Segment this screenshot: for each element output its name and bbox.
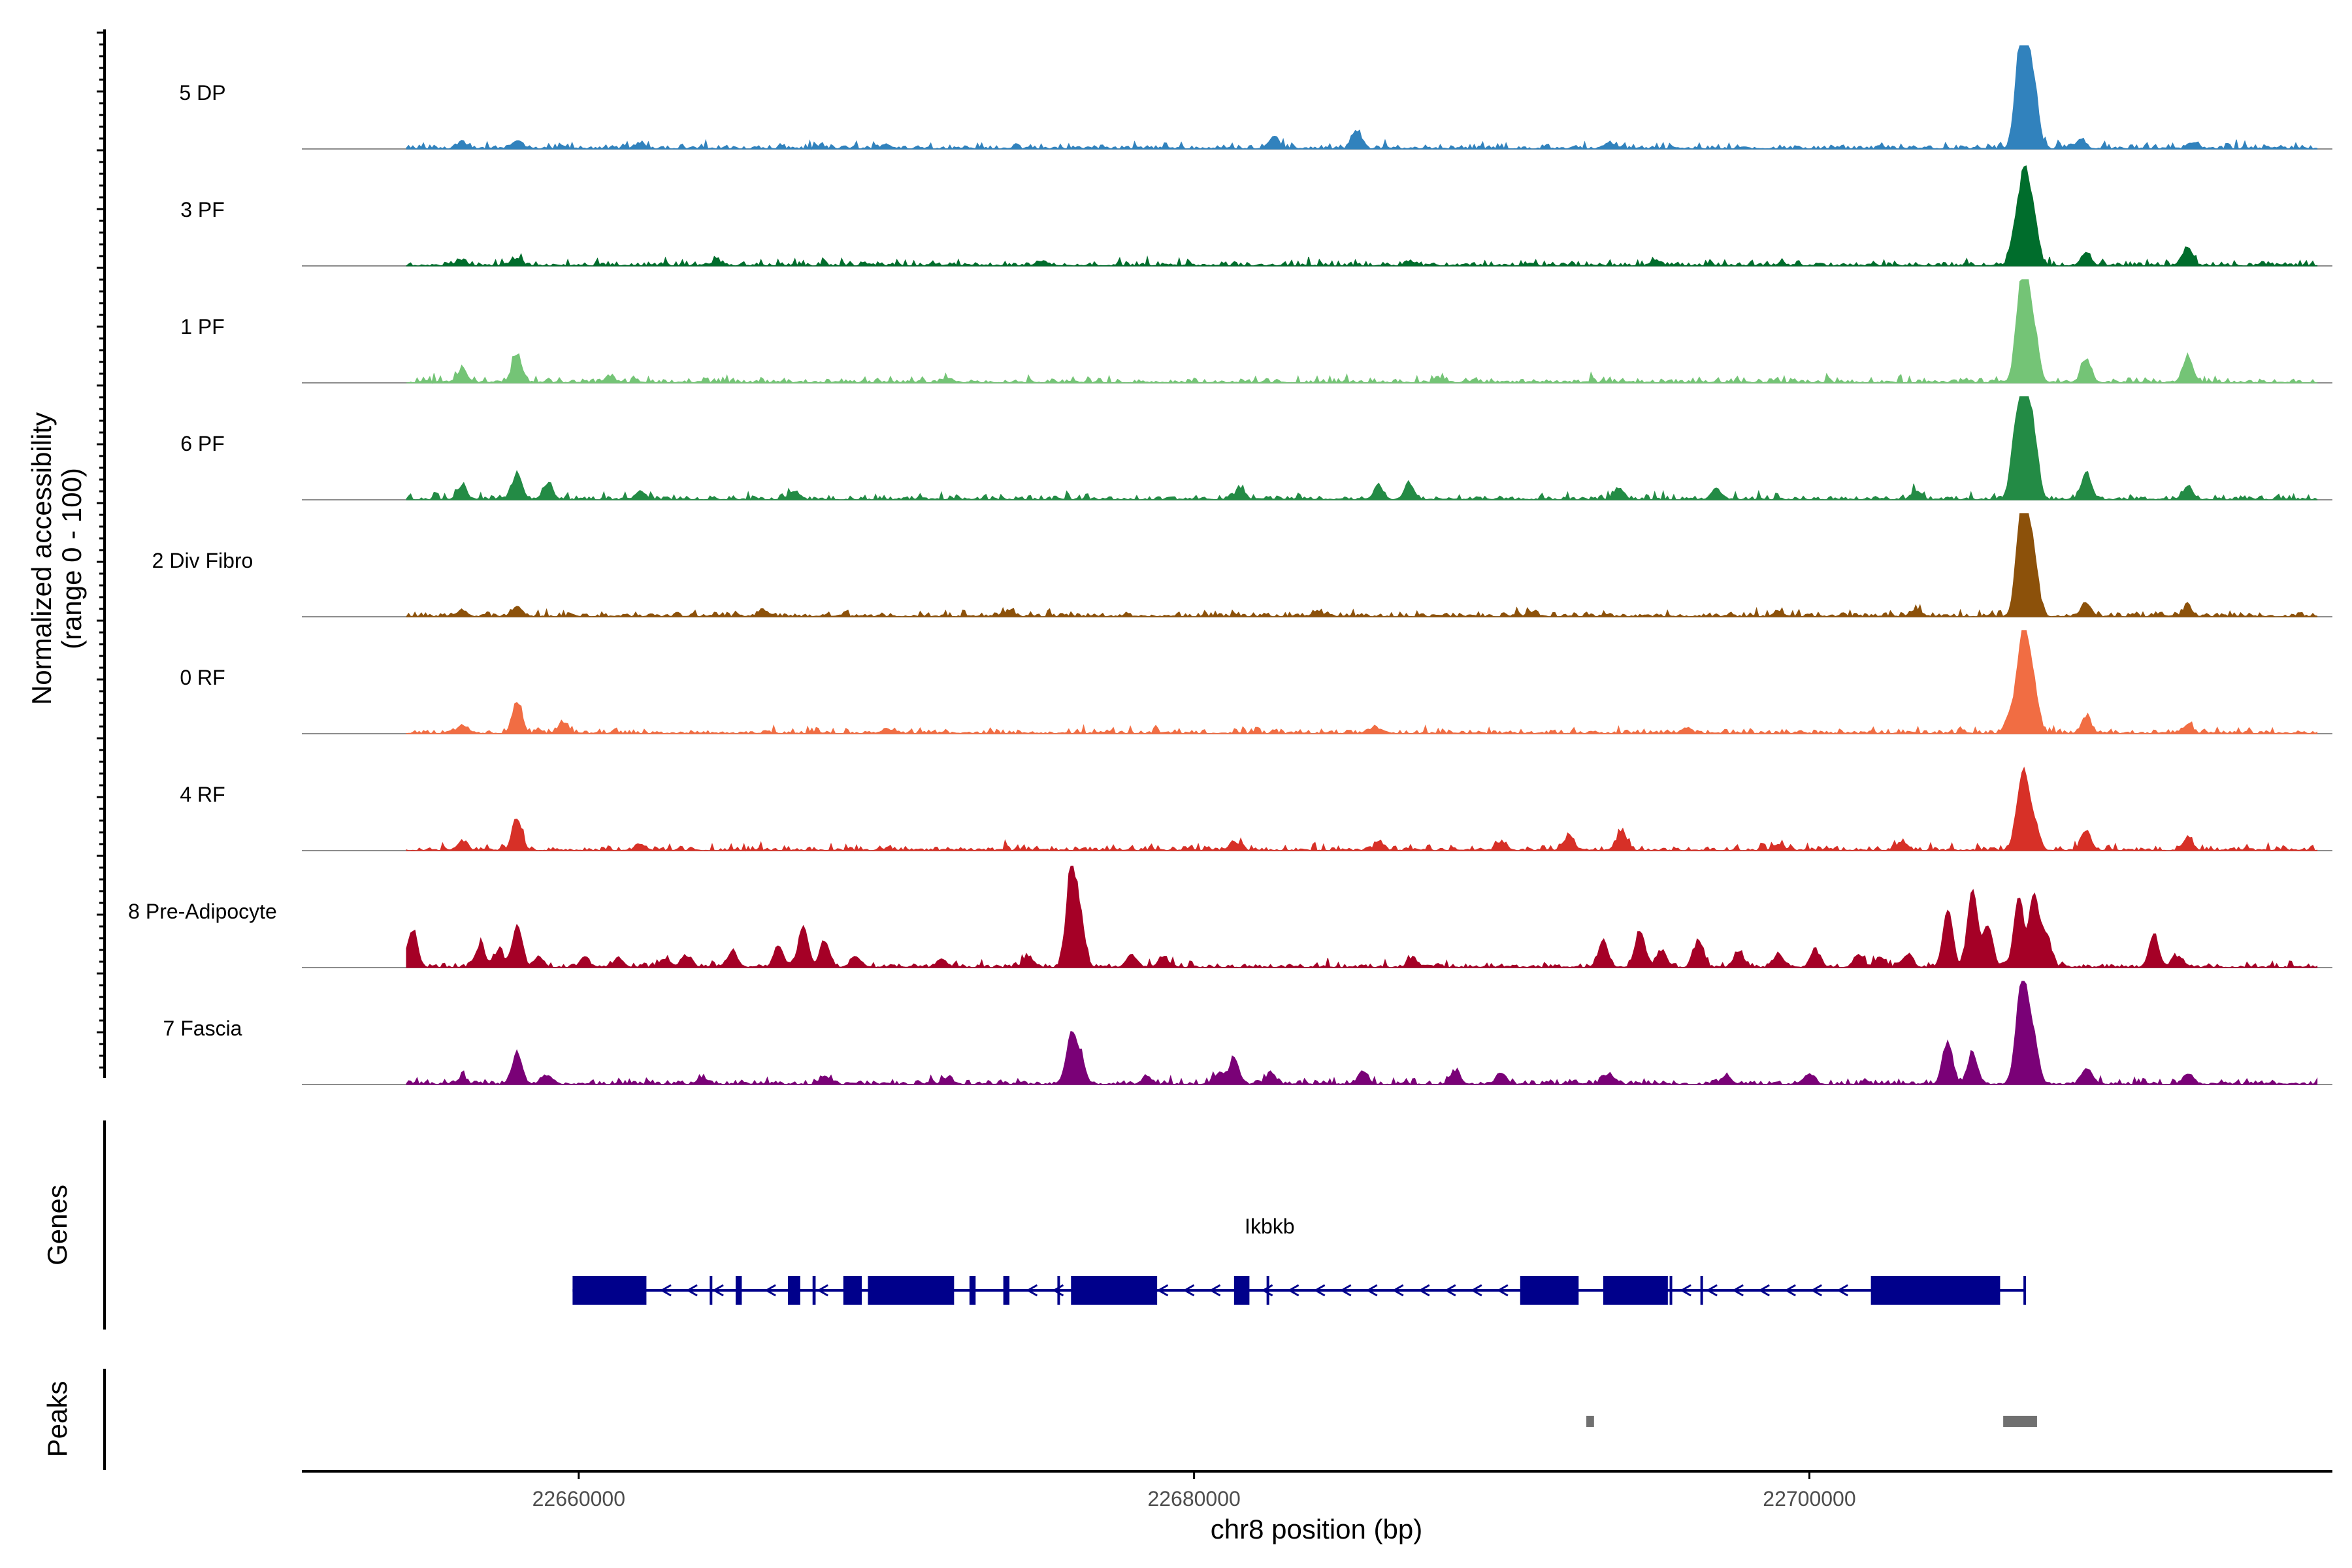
track-label: 0 RF (180, 666, 225, 689)
strand-arrow (1837, 1284, 1848, 1297)
coverage-track: 1 PF (180, 279, 2332, 384)
strand-arrow (1261, 1284, 1273, 1297)
strand-arrow (1680, 1284, 1691, 1297)
track-label: 5 DP (179, 81, 225, 105)
peak-region (2003, 1416, 2037, 1427)
coverage-area (406, 396, 2318, 501)
gene-exon (1233, 1276, 1250, 1305)
coverage-area (406, 981, 2318, 1086)
strand-arrow (1706, 1284, 1718, 1297)
coverage-track: 4 RF (180, 766, 2332, 852)
coverage-y-ticks (97, 31, 105, 1069)
gene-name-label: Ikbkb (1245, 1215, 1294, 1238)
strand-arrow (1732, 1284, 1744, 1297)
gene-exon (735, 1276, 742, 1305)
track-label: 1 PF (180, 315, 225, 338)
y-axis-title: Normalized accessibility (26, 412, 57, 705)
strand-arrow (1470, 1284, 1482, 1297)
gene-exon (969, 1276, 976, 1305)
coverage-area (406, 165, 2318, 267)
strand-arrow (764, 1284, 776, 1297)
track-label: 7 Fascia (163, 1017, 242, 1040)
strand-arrow (817, 1284, 828, 1297)
gene-exon (1520, 1276, 1579, 1305)
y-axis-title-line-2: (range 0 - 100) (56, 468, 87, 649)
coverage-tracks: 5 DP 3 PF 1 PF 6 PF 2 Div Fibro 0 RF 4 RF 8 Pre… (128, 45, 2332, 1086)
gene-exon (868, 1276, 955, 1305)
strand-arrow (1365, 1284, 1378, 1297)
coverage-track: 3 PF (180, 165, 2332, 267)
strand-arrow (1810, 1284, 1822, 1297)
x-axis-ticks: 22660000 22680000 22700000 (532, 1471, 1856, 1511)
strand-arrow (686, 1284, 698, 1297)
coverage-track: 6 PF (180, 396, 2332, 501)
strand-arrow (1496, 1284, 1509, 1297)
coverage-track: 2 Div Fibro (152, 513, 2332, 618)
strand-arrow (1052, 1284, 1064, 1297)
strand-arrow (712, 1284, 724, 1297)
x-tick-label: 22700000 (1763, 1487, 1855, 1511)
gene-exon (812, 1276, 816, 1305)
coverage-track: 8 Pre-Adipocyte (128, 865, 2332, 969)
strand-arrow (1444, 1284, 1456, 1297)
strand-arrow (1339, 1284, 1352, 1297)
gene-exon (788, 1276, 800, 1305)
track-label: 4 RF (180, 783, 225, 806)
gene-exon (1071, 1276, 1158, 1305)
strand-arrow (1209, 1284, 1221, 1297)
track-label: 3 PF (180, 198, 225, 221)
strand-arrow (1418, 1284, 1430, 1297)
strand-arrow (1287, 1284, 1299, 1297)
strand-arrow (1026, 1284, 1038, 1297)
coverage-area (406, 45, 2318, 151)
peak-region (1586, 1416, 1594, 1427)
gene-exon (843, 1276, 862, 1305)
x-tick-label: 22660000 (532, 1487, 625, 1511)
peak-track (1586, 1416, 2037, 1427)
coverage-area (406, 279, 2318, 384)
peaks-panel-label: Peaks (42, 1381, 73, 1458)
track-label: 6 PF (180, 432, 225, 455)
strand-arrow (1758, 1284, 1770, 1297)
gene-exon (1603, 1276, 1668, 1305)
gene-exon (572, 1276, 647, 1305)
coverage-track: 7 Fascia (163, 981, 2332, 1086)
genes-panel-label: Genes (42, 1184, 73, 1266)
gene-track: Ikbkb (572, 1215, 2027, 1305)
x-tick-label: 22680000 (1147, 1487, 1240, 1511)
x-axis-title: chr8 position (bp) (1211, 1514, 1423, 1544)
strand-arrow (1392, 1284, 1404, 1297)
coverage-area (406, 630, 2318, 735)
strand-arrow (1784, 1284, 1796, 1297)
coverage-track: 0 RF (180, 630, 2332, 735)
strand-arrow (1183, 1284, 1195, 1297)
strand-arrow (1156, 1284, 1169, 1297)
strand-arrow (660, 1284, 672, 1297)
track-label: 8 Pre-Adipocyte (128, 900, 277, 923)
gene-exon (1870, 1276, 2001, 1305)
coverage-area (406, 513, 2318, 618)
coverage-area (406, 766, 2318, 852)
gene-exon (1003, 1276, 1010, 1305)
strand-arrow (1313, 1284, 1326, 1297)
track-label: 2 Div Fibro (152, 549, 253, 572)
coverage-track: 5 DP (179, 45, 2332, 151)
coverage-area (406, 865, 2318, 969)
